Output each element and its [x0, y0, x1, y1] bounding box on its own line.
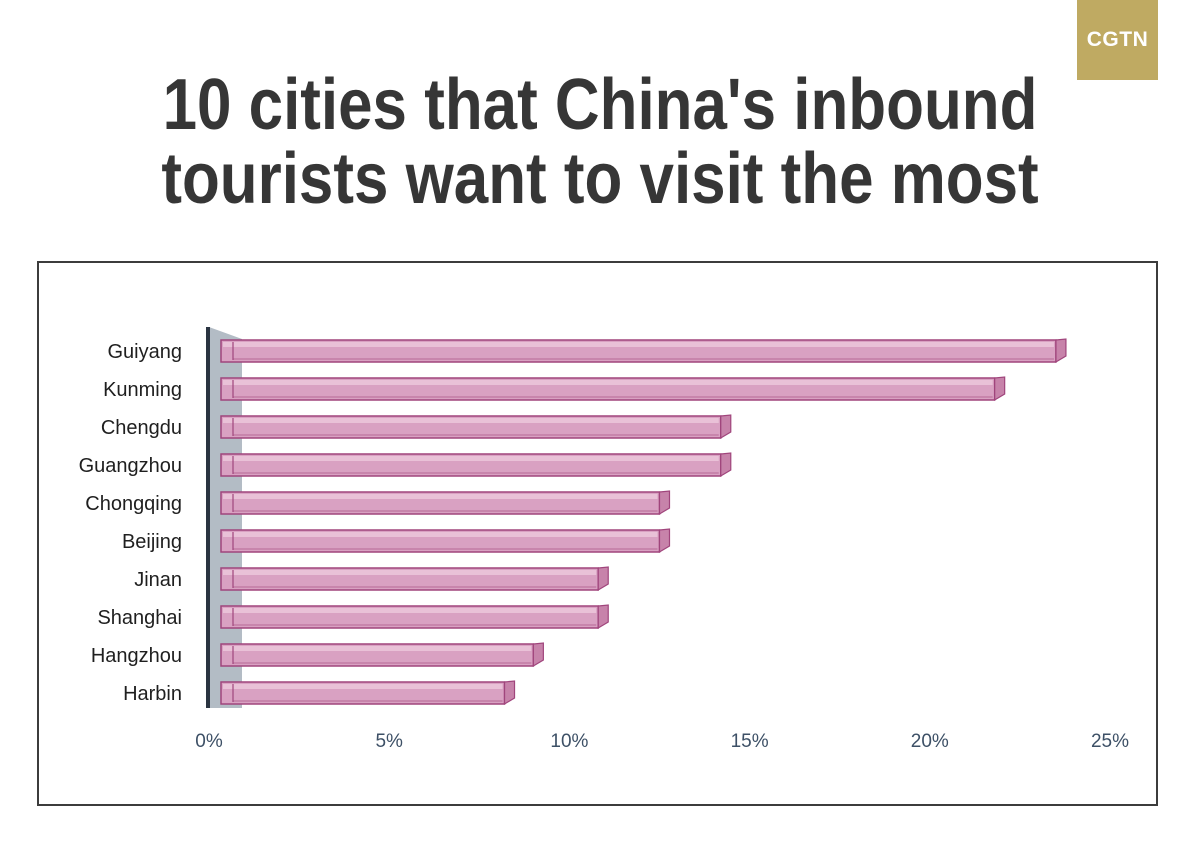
bar-hangzhou — [220, 642, 544, 668]
x-tick-labels: 0% 5% 10% 15% 20% 25% — [195, 731, 1129, 752]
x-tick-label: 10% — [550, 731, 588, 752]
bar-kunming — [220, 376, 1006, 402]
bars-layer — [220, 338, 1067, 706]
category-label: Guangzhou — [79, 455, 182, 477]
bar-highlight — [223, 494, 658, 499]
bar-jinan — [220, 566, 609, 592]
bar-end-cap — [597, 566, 609, 592]
x-tick-label: 5% — [375, 731, 403, 752]
cgtn-logo: CGTN — [1077, 0, 1158, 80]
category-label: Chongqing — [85, 493, 182, 515]
y-axis-line — [206, 327, 210, 708]
bar-highlight — [223, 684, 503, 689]
bar-end-cap — [658, 528, 671, 554]
bar-end-cap — [720, 452, 732, 478]
bar-beijing — [220, 528, 671, 554]
category-label: Chengdu — [101, 417, 182, 439]
category-label: Hangzhou — [91, 645, 182, 667]
bar-end-cap — [658, 490, 671, 516]
bar-harbin — [220, 680, 516, 706]
x-tick-label: 0% — [195, 731, 223, 752]
bar-shanghai — [220, 604, 609, 630]
category-label: Harbin — [123, 683, 182, 705]
chart-title-line-2: tourists want to visit the most — [161, 139, 1039, 219]
x-tick-label: 20% — [911, 731, 949, 752]
category-label: Guiyang — [108, 341, 183, 363]
x-tick-label: 25% — [1091, 731, 1129, 752]
bar-end-cap — [597, 604, 609, 630]
category-labels: Guiyang Kunming Chengdu Guangzhou Chongqing B… — [79, 341, 182, 705]
category-label: Kunming — [103, 379, 182, 401]
bar-guangzhou — [220, 452, 732, 478]
category-label: Beijing — [122, 531, 182, 553]
bar-end-cap — [532, 642, 544, 668]
x-tick-label: 15% — [731, 731, 769, 752]
bar-highlight — [223, 456, 719, 461]
bar-highlight — [223, 608, 597, 613]
bar-highlight — [223, 418, 719, 423]
bar-guiyang — [220, 338, 1067, 364]
chart-title-line-1: 10 cities that China's inbound — [162, 65, 1038, 145]
bar-chongqing — [220, 490, 671, 516]
bar-highlight — [223, 646, 532, 651]
bar-highlight — [223, 380, 993, 385]
bar-highlight — [223, 570, 597, 575]
bar-highlight — [223, 342, 1054, 347]
chart-frame — [37, 261, 1158, 806]
category-label: Jinan — [134, 569, 182, 591]
bar-chengdu — [220, 414, 732, 440]
bar-highlight — [223, 532, 658, 537]
bar-end-cap — [503, 680, 516, 706]
bar-end-cap — [1055, 338, 1067, 364]
category-label: Shanghai — [97, 607, 182, 629]
bar-end-cap — [720, 414, 732, 440]
bar-end-cap — [994, 376, 1006, 402]
